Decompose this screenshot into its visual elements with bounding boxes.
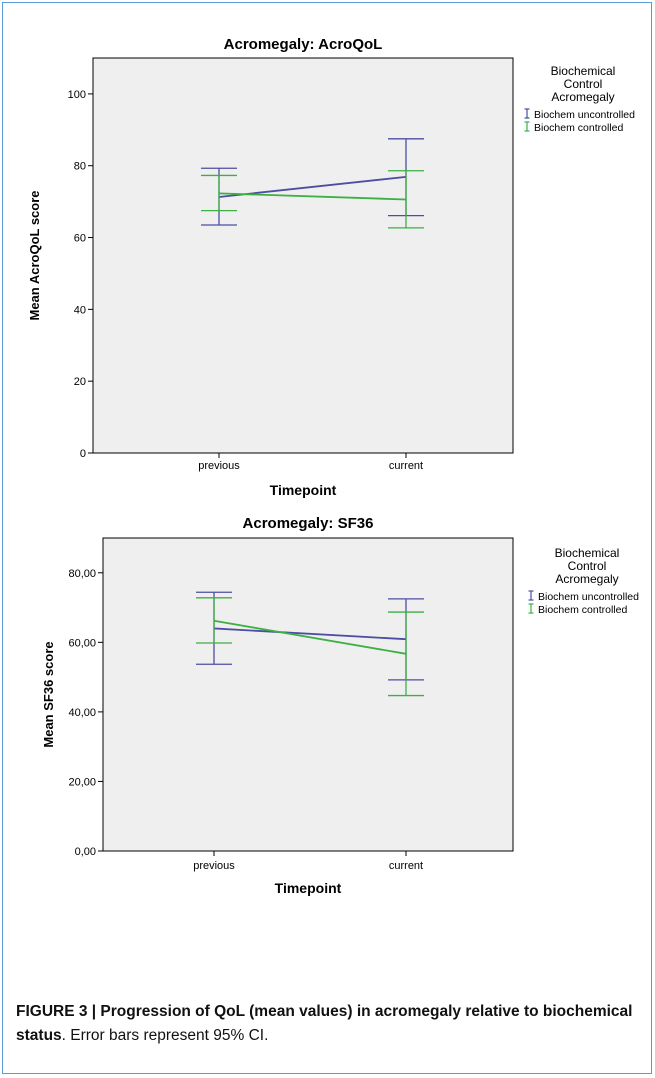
legend-label: Biochem uncontrolled (538, 591, 639, 603)
legend-title: Control (568, 559, 607, 573)
series-line (213, 619, 407, 655)
legend-label: Biochem uncontrolled (534, 109, 635, 121)
x-axis-label: Timepoint (275, 880, 342, 896)
chart-title: Acromegaly: SF36 (243, 515, 374, 532)
y-tick-label: 40,00 (68, 707, 96, 719)
x-tick-label: previous (198, 460, 240, 472)
y-tick-label: 80 (74, 161, 86, 173)
chart-title: Acromegaly: AcroQoL (224, 36, 383, 53)
y-axis-label: Mean SF36 score (41, 641, 56, 747)
chart-panel-2: Acromegaly: SF36 0,00 20,00 40,00 60,00 80,00… (41, 515, 639, 896)
x-tick-label: previous (193, 860, 235, 872)
x-tick-label: current (389, 460, 423, 472)
y-axis-label: Mean AcroQoL score (27, 190, 42, 320)
legend-title: Acromegaly (555, 572, 618, 586)
y-tick-label: 40 (74, 304, 86, 316)
plot-area (102, 537, 514, 852)
legend-title: Biochemical (551, 64, 616, 78)
y-tick-label: 0 (80, 448, 86, 460)
legend-title: Control (564, 77, 603, 91)
legend-title: Acromegaly (551, 90, 614, 104)
figure-caption: FIGURE 3 | Progression of QoL (mean valu… (16, 1000, 641, 1048)
series-line (218, 192, 407, 201)
x-tick-label: current (389, 860, 423, 872)
caption-normal: . Error bars represent 95% CI. (61, 1027, 269, 1044)
chart-panel-1: Acromegaly: AcroQoL 0 20 40 60 80 100 Mean Acro… (27, 36, 635, 498)
y-tick-label: 60,00 (68, 637, 96, 649)
y-tick-label: 100 (68, 89, 86, 101)
legend-title: Biochemical (555, 546, 620, 560)
y-tick-label: 60 (74, 233, 86, 245)
y-tick-label: 20 (74, 376, 86, 388)
legend-label: Biochem controlled (534, 122, 623, 134)
y-tick-label: 80,00 (68, 568, 96, 580)
y-tick-label: 20,00 (68, 776, 96, 788)
x-axis-label: Timepoint (270, 482, 337, 498)
series-line (213, 627, 407, 641)
series-2 (196, 597, 424, 697)
series-2 (201, 170, 424, 229)
caption-bold: FIGURE 3 | Progression of QoL (mean valu… (16, 1003, 633, 1044)
plot-area (92, 57, 514, 454)
figure-charts: Acromegaly: AcroQoL 0 20 40 60 80 100 Mean Acro… (27, 36, 639, 896)
legend-label: Biochem controlled (538, 604, 627, 616)
y-tick-label: 0,00 (75, 846, 96, 858)
